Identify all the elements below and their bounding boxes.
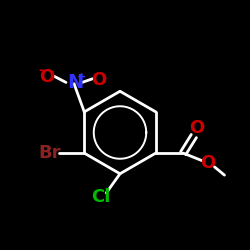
Text: Cl: Cl: [92, 188, 111, 206]
Text: Br: Br: [38, 144, 61, 162]
Text: -: -: [38, 64, 44, 77]
Text: O: O: [200, 154, 216, 172]
Text: N: N: [67, 73, 84, 92]
Text: O: O: [92, 71, 107, 89]
Text: +: +: [76, 72, 86, 82]
Text: O: O: [39, 68, 54, 86]
Text: O: O: [189, 119, 204, 137]
